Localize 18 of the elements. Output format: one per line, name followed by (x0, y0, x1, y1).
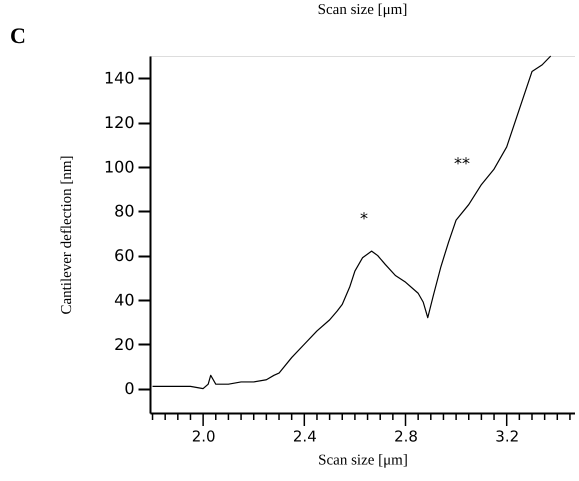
x-tick-label: 3.2 (495, 428, 520, 446)
x-axis-title: Scan size [μm] (318, 452, 408, 468)
x-tick-label: 2.8 (394, 428, 418, 446)
y-tick-label: 120 (104, 113, 134, 132)
y-tick-label: 0 (124, 379, 134, 398)
text: C (10, 23, 26, 48)
x-tick-label: 2.0 (192, 428, 216, 446)
y-tick-label: 100 (104, 157, 134, 176)
x-tick-label: 2.4 (292, 428, 317, 446)
chart-title: Scan size [μm] (318, 2, 408, 18)
y-tick-label: 140 (104, 68, 134, 88)
annotation: ** (454, 154, 470, 173)
y-axis-title: Cantilever deflection [nm] (58, 155, 75, 315)
y-tick-label: 20 (114, 334, 134, 354)
y-tick-label: 80 (114, 202, 134, 221)
annotation: * (360, 209, 368, 228)
y-tick-label: 40 (114, 290, 134, 310)
y-tick-label: 60 (114, 246, 134, 266)
